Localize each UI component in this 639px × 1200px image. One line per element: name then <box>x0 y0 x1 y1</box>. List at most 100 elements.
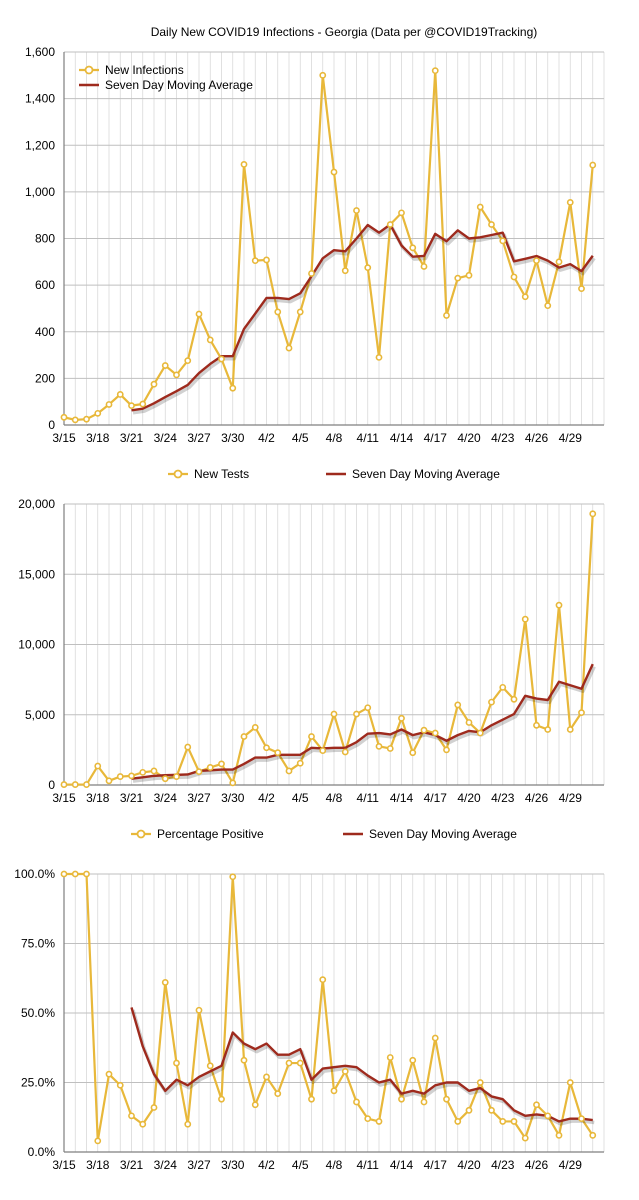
series-line-average <box>131 223 594 412</box>
data-point <box>195 1006 203 1014</box>
data-point <box>218 355 225 363</box>
y-tick-label: 1,000 <box>25 185 55 199</box>
data-point <box>330 168 338 176</box>
data-point <box>71 416 79 424</box>
data-point <box>488 221 495 228</box>
y-tick-label: 0.0% <box>28 1145 56 1159</box>
data-point <box>510 695 518 703</box>
data-point <box>476 729 484 737</box>
data-point <box>589 1131 597 1139</box>
data-point <box>578 709 585 717</box>
x-tick-label: 4/5 <box>292 791 309 805</box>
data-point <box>94 762 102 770</box>
data-point <box>150 767 158 775</box>
data-point <box>94 409 102 417</box>
series-line-average <box>130 1007 593 1123</box>
data-point <box>150 380 158 388</box>
y-tick-label: 100.0% <box>14 867 55 881</box>
x-tick-labels: 3/15 3/18 3/21 3/24 3/27 3/30 4/2 4/5 4/8 4/11 4/1… <box>52 431 582 445</box>
data-point <box>116 773 124 780</box>
data-point <box>443 312 450 319</box>
data-point <box>364 264 372 272</box>
x-tick-label: 4/17 <box>424 431 448 445</box>
legend-label: Seven Day Moving Average <box>352 467 500 481</box>
data-point <box>296 759 304 767</box>
data-point <box>375 1118 383 1125</box>
series-line-average <box>131 663 594 780</box>
x-tick-label: 3/24 <box>154 431 178 445</box>
x-tick-label: 4/11 <box>357 431 380 445</box>
x-tick-label: 4/29 <box>559 791 583 805</box>
legend: New Tests Seven Day Moving Average <box>168 467 500 481</box>
data-point <box>60 870 68 878</box>
data-point <box>218 1095 225 1103</box>
x-tick-label: 3/30 <box>221 431 245 445</box>
data-point <box>330 710 338 718</box>
y-tick-label: 10,000 <box>18 638 55 652</box>
data-point <box>341 748 349 756</box>
x-tick-label: 4/29 <box>559 1158 583 1172</box>
data-point <box>431 729 439 737</box>
x-tick-label: 3/15 <box>52 1158 76 1172</box>
data-point <box>240 160 248 168</box>
data-point <box>83 415 90 423</box>
legend-label: Seven Day Moving Average <box>105 78 253 92</box>
data-point <box>319 71 327 79</box>
data-point <box>128 402 135 410</box>
data-point <box>251 1101 259 1109</box>
data-point <box>533 257 540 265</box>
y-tick-label: 400 <box>35 325 55 339</box>
data-point <box>544 302 552 310</box>
data-point <box>566 198 574 206</box>
data-point <box>555 601 563 609</box>
x-tick-label: 4/8 <box>326 1158 343 1172</box>
data-point <box>229 779 237 787</box>
data-point <box>229 873 237 881</box>
data-point <box>206 1062 214 1070</box>
series-line-daily <box>64 513 594 786</box>
data-point <box>173 371 180 379</box>
data-point <box>105 401 113 408</box>
data-point <box>375 742 383 750</box>
x-tick-label: 3/24 <box>154 791 178 805</box>
legend-label: Seven Day Moving Average <box>369 827 517 841</box>
data-point <box>443 1095 450 1103</box>
data-point <box>454 701 462 709</box>
x-tick-label: 4/8 <box>326 431 343 445</box>
data-point <box>274 308 282 316</box>
data-point <box>128 772 135 780</box>
x-tick-label: 3/21 <box>120 791 144 805</box>
data-point <box>578 1115 585 1123</box>
data-point <box>521 293 529 301</box>
data-point <box>420 263 428 270</box>
x-tick-label: 4/2 <box>258 1158 275 1172</box>
y-tick-label: 0 <box>48 418 55 432</box>
data-point <box>218 760 225 768</box>
x-tick-label: 4/8 <box>326 791 343 805</box>
x-tick-label: 4/23 <box>491 431 515 445</box>
chart-tests: 0 5,000 10,000 15,000 20,000 3/15 3/18 3/21 3/24… <box>18 467 605 805</box>
data-point <box>420 726 428 734</box>
data-point <box>240 733 248 740</box>
x-tick-label: 4/26 <box>525 1158 549 1172</box>
data-point <box>431 67 439 75</box>
x-tick-label: 4/29 <box>559 431 583 445</box>
horizontal-gridlines: 0 5,000 10,000 15,000 20,000 <box>18 497 604 792</box>
x-tick-label: 4/14 <box>390 791 414 805</box>
y-tick-label: 800 <box>35 232 55 246</box>
data-point <box>465 1106 473 1114</box>
x-tick-label: 4/11 <box>357 1158 380 1172</box>
data-point <box>308 1095 315 1103</box>
daily-markers <box>60 870 597 1145</box>
legend-label: Percentage Positive <box>157 827 264 841</box>
data-point <box>341 1067 349 1075</box>
data-point <box>296 308 304 316</box>
data-point <box>476 1079 484 1086</box>
x-tick-label: 3/30 <box>221 1158 245 1172</box>
y-tick-label: 15,000 <box>18 567 55 581</box>
x-tick-label: 4/26 <box>525 791 549 805</box>
data-point <box>398 209 405 217</box>
data-point <box>499 1118 507 1125</box>
